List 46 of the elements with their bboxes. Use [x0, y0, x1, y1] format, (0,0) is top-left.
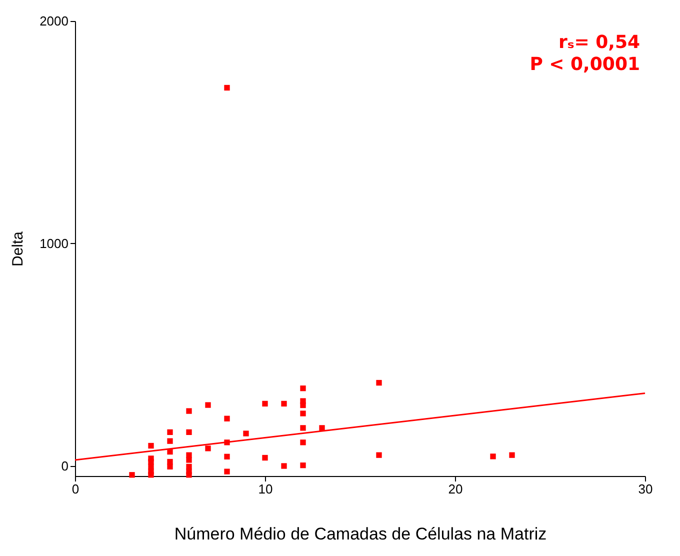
annotation: P < 0,0001: [530, 54, 640, 75]
point: [376, 380, 382, 386]
point: [300, 462, 306, 468]
point: [300, 410, 306, 416]
point: [281, 463, 287, 469]
point: [129, 472, 135, 478]
point: [167, 429, 173, 435]
point: [224, 84, 230, 91]
annotation: rₛ= 0,54: [558, 32, 640, 53]
y-axis-title: Delta: [10, 230, 27, 267]
point: [243, 430, 249, 436]
point: [509, 452, 515, 458]
point: [300, 425, 306, 431]
point: [376, 452, 382, 458]
point: [300, 440, 306, 446]
point: [167, 464, 173, 470]
y-tick-label: 0: [61, 458, 68, 474]
point: [148, 472, 154, 478]
x-axis-title: Número Médio de Camadas de Células na Matriz: [174, 524, 547, 544]
point: [167, 438, 173, 444]
point: [281, 400, 287, 407]
point: [224, 468, 230, 474]
point: [300, 386, 306, 392]
point: [300, 402, 306, 408]
point: [148, 442, 154, 449]
point: [186, 429, 192, 435]
point: [262, 400, 268, 407]
point: [319, 425, 325, 431]
point: [224, 416, 230, 422]
point: [167, 458, 173, 465]
x-tick-label: 10: [258, 482, 273, 496]
point: [167, 448, 173, 455]
y-tick-label: 2000: [40, 14, 68, 28]
x-tick-label: 20: [448, 482, 463, 496]
x-tick-label: 0: [72, 482, 80, 496]
point: [205, 446, 211, 452]
point: [205, 402, 211, 408]
point: [186, 457, 192, 463]
y-tick-label: 1000: [40, 236, 68, 251]
point: [490, 454, 496, 460]
point: [224, 454, 230, 460]
x-tick-label: 30: [638, 482, 653, 496]
point: [148, 458, 154, 465]
point: [262, 454, 268, 461]
point: [186, 408, 192, 414]
point: [186, 472, 192, 478]
